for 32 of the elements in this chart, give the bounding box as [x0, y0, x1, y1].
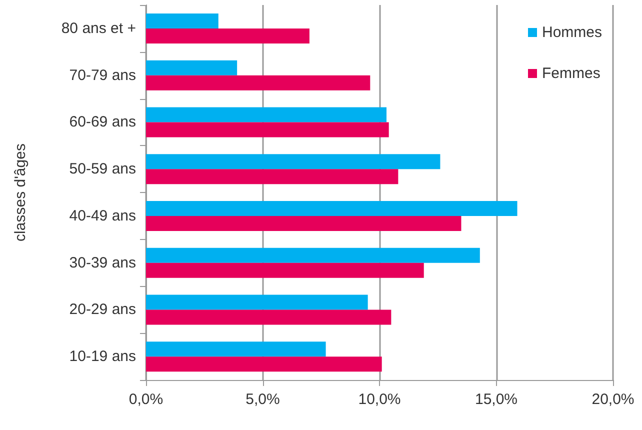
bar — [146, 342, 326, 357]
bar — [146, 200, 518, 216]
x-tick-label: 0,0% — [128, 391, 164, 408]
y-tick-label: 50-59 ans — [69, 160, 136, 178]
bar — [146, 248, 480, 263]
y-tick-label: 40-49 ans — [69, 207, 136, 224]
bar — [146, 356, 382, 372]
y-tick-label: 10-19 ans — [69, 348, 136, 366]
y-tick-label: 80 ans et + — [61, 20, 136, 37]
legend-label: Femmes — [542, 65, 600, 82]
x-tick-label: 10,0% — [358, 391, 401, 408]
bar — [146, 262, 424, 278]
bar — [146, 60, 238, 76]
y-axis-title: classes d'âges — [12, 144, 29, 242]
y-tick-label: 30-39 ans — [69, 254, 136, 272]
bar — [146, 122, 389, 138]
bar — [146, 169, 398, 184]
bar — [146, 28, 310, 44]
y-tick-label: 20-29 ans — [69, 301, 136, 318]
x-tick-label: 5,0% — [246, 391, 280, 408]
bar — [146, 75, 370, 90]
legend-label: Hommes — [542, 24, 602, 41]
bar — [146, 107, 387, 122]
bar — [146, 310, 392, 325]
bar — [146, 13, 218, 28]
y-tick-label: 70-79 ans — [69, 66, 136, 84]
bar — [146, 216, 462, 231]
bar — [146, 294, 368, 310]
bar — [146, 154, 440, 170]
x-tick-label: 15,0% — [474, 391, 518, 408]
y-tick-label: 60-69 ans — [69, 114, 136, 131]
x-tick-label: 20,0% — [592, 391, 634, 408]
